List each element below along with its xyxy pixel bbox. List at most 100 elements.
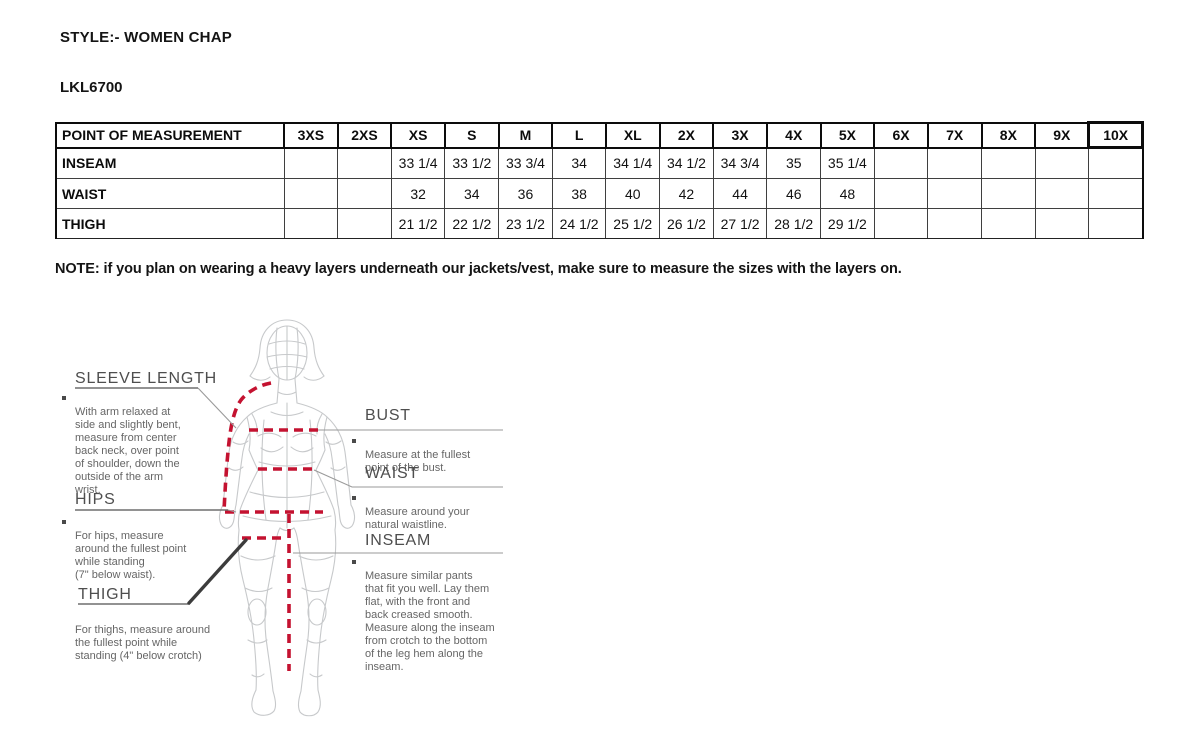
size-value-cell: 33 1/2 — [444, 147, 500, 179]
size-value-cell: 24 1/2 — [551, 208, 607, 239]
wireframe-contour — [298, 555, 334, 561]
thigh-pointer — [187, 538, 248, 605]
size-value-cell — [337, 178, 392, 209]
wireframe-contour — [251, 689, 277, 716]
size-table-header-s: S — [443, 121, 500, 149]
size-value-cell — [1034, 208, 1090, 239]
wireframe-contour — [232, 440, 249, 445]
wireframe-contour — [235, 433, 250, 506]
wireframe-contour — [279, 527, 295, 532]
body-wireframe-figure — [218, 319, 356, 717]
wireframe-contour — [276, 378, 280, 404]
bust-desc: Measure at the fullest point of the bust… — [352, 436, 470, 475]
measurement-table-wrap: POINT OF MEASUREMENT 3XS 2XS XS S M L XL 2X 3X 4X 5… — [55, 121, 1144, 239]
wireframe-contour — [315, 416, 337, 531]
size-table-header-10x: 10X — [1087, 121, 1144, 149]
size-value-cell: 48 — [820, 178, 875, 209]
size-value-cell: 34 — [551, 147, 607, 179]
bust-title: BUST — [365, 407, 411, 424]
wireframe-contour — [247, 598, 267, 626]
inseam-desc: Measure similar pants that fit you well.… — [352, 557, 495, 674]
size-table-header-8x: 8X — [980, 121, 1037, 149]
wireframe-contour — [337, 504, 356, 529]
size-value-cell: 23 1/2 — [498, 208, 553, 239]
wireframe-contour — [249, 319, 288, 381]
sleeve-length-desc: With arm relaxed at side and slightly be… — [62, 393, 181, 497]
wireframe-contour — [268, 340, 306, 345]
wireframe-contour — [242, 515, 332, 523]
wireframe-contour — [251, 413, 258, 435]
size-value-cell — [283, 178, 339, 209]
size-value-cell — [981, 147, 1036, 179]
size-table-header-4x: 4X — [765, 121, 822, 149]
wireframe-contour — [257, 432, 282, 438]
wireframe-contour — [293, 527, 310, 692]
size-value-cell — [927, 147, 983, 179]
size-value-cell: 34 1/4 — [605, 147, 661, 179]
size-value-cell: 42 — [659, 178, 714, 209]
wireframe-contour — [294, 378, 298, 404]
size-table-header-9x: 9X — [1034, 121, 1090, 149]
sleeve-measure-line — [222, 381, 272, 512]
size-value-cell — [283, 147, 339, 179]
wireframe-contour — [222, 402, 278, 506]
size-value-cell: 35 — [766, 147, 822, 179]
size-value-cell: 34 1/2 — [659, 147, 714, 179]
wireframe-contour — [317, 529, 337, 691]
size-value-cell — [873, 208, 929, 239]
wireframe-contour — [261, 419, 267, 521]
measurement-lines — [222, 381, 323, 671]
size-value-cell: 33 1/4 — [390, 147, 446, 179]
wireframe-contour — [264, 527, 281, 692]
wireframe-contour — [290, 446, 314, 453]
wireframe-contour — [309, 673, 323, 678]
size-value-cell — [1034, 178, 1090, 209]
size-value-cell: 46 — [766, 178, 822, 209]
wireframe-contour — [275, 327, 280, 380]
size-value-cell: 44 — [712, 178, 768, 209]
size-table-header-pom: POINT OF MEASUREMENT — [55, 121, 285, 149]
wireframe-contour — [294, 327, 299, 380]
size-value-cell — [1088, 178, 1144, 209]
size-table-header-7x: 7X — [926, 121, 983, 149]
wireframe-contour — [297, 689, 321, 717]
wireframe-contour — [301, 587, 330, 593]
size-table-header-3x: 3X — [712, 121, 768, 149]
row-label: INSEAM — [55, 147, 285, 179]
wireframe-contour — [258, 461, 316, 467]
size-value-cell: 34 3/4 — [712, 147, 768, 179]
sleeve-leader-line — [197, 387, 237, 429]
thigh-desc: For thighs, measure around the fullest p… — [75, 624, 211, 662]
size-value-cell — [337, 147, 392, 179]
wireframe-contour — [247, 639, 268, 644]
sleeve-length-title: SLEEVE LENGTH — [75, 370, 218, 387]
size-value-cell: 26 1/2 — [659, 208, 714, 239]
wireframe-contour — [277, 391, 297, 396]
wireframe-contour — [237, 529, 257, 691]
wireframe-contour — [251, 673, 265, 678]
size-value-cell — [927, 178, 983, 209]
size-table-header-xs: XS — [390, 121, 446, 149]
size-table-header-5x: 5X — [819, 121, 876, 149]
wireframe-contour — [237, 416, 259, 531]
thigh-pointer-line — [187, 538, 248, 605]
size-value-cell: 33 3/4 — [498, 147, 553, 179]
table-row-thigh: THIGH 21 1/2 22 1/2 23 1/2 24 1/2 25 1/2 26 1/… — [55, 208, 1144, 239]
size-value-cell — [1088, 147, 1144, 179]
size-value-cell: 27 1/2 — [712, 208, 768, 239]
size-value-cell: 38 — [551, 178, 607, 209]
size-value-cell — [283, 208, 339, 239]
size-value-cell — [873, 147, 929, 179]
waist-desc: Measure around your natural waistline. — [352, 493, 470, 532]
size-value-cell — [1088, 208, 1144, 239]
wireframe-contour — [286, 319, 325, 381]
wireframe-contour — [325, 440, 342, 445]
wireframe-contour — [306, 639, 327, 644]
row-label: THIGH — [55, 208, 285, 239]
size-table: POINT OF MEASUREMENT 3XS 2XS XS S M L XL 2X 3X 4X 5… — [55, 121, 1144, 239]
size-value-cell — [337, 208, 392, 239]
size-value-cell — [873, 178, 929, 209]
bullet-square-icon — [62, 396, 66, 400]
size-value-cell: 35 1/4 — [820, 147, 875, 179]
waist-title: WAIST — [365, 465, 420, 482]
